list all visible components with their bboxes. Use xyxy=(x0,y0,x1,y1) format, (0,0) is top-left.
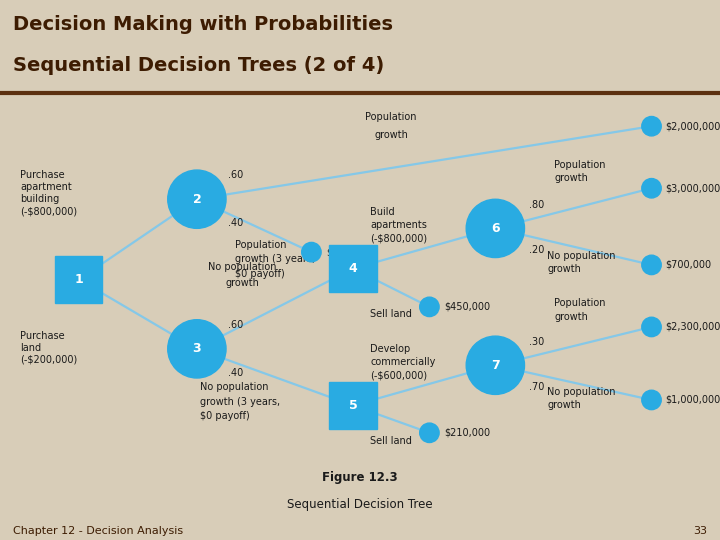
Text: growth: growth xyxy=(547,400,581,410)
Text: $450,000: $450,000 xyxy=(445,302,491,312)
Text: $3,000,000: $3,000,000 xyxy=(665,183,720,193)
Text: 2: 2 xyxy=(192,193,202,206)
Text: growth: growth xyxy=(225,278,259,288)
Text: 4: 4 xyxy=(348,262,357,275)
Text: 3: 3 xyxy=(192,342,201,355)
Ellipse shape xyxy=(642,255,661,275)
FancyBboxPatch shape xyxy=(330,382,377,429)
Text: (-$600,000): (-$600,000) xyxy=(370,371,428,381)
Text: Decision Making with Probabilities: Decision Making with Probabilities xyxy=(13,15,393,33)
FancyBboxPatch shape xyxy=(330,245,377,292)
Text: $0 payoff): $0 payoff) xyxy=(235,269,285,279)
Text: growth: growth xyxy=(554,173,588,183)
Text: 6: 6 xyxy=(491,222,500,235)
Text: 7: 7 xyxy=(491,359,500,372)
Ellipse shape xyxy=(168,320,226,378)
Text: 5: 5 xyxy=(348,399,357,412)
Text: growth: growth xyxy=(554,312,588,322)
Ellipse shape xyxy=(420,297,439,316)
Ellipse shape xyxy=(642,390,661,410)
Text: .20: .20 xyxy=(528,245,544,255)
Text: .40: .40 xyxy=(228,368,243,377)
Text: $700,000: $700,000 xyxy=(665,260,711,270)
Text: .70: .70 xyxy=(528,382,544,392)
Text: (-$800,000): (-$800,000) xyxy=(370,234,428,244)
Text: .80: .80 xyxy=(528,200,544,210)
Text: Sell land: Sell land xyxy=(370,309,413,319)
Text: Sequential Decision Trees (2 of 4): Sequential Decision Trees (2 of 4) xyxy=(13,57,384,76)
Text: Figure 12.3: Figure 12.3 xyxy=(322,471,398,484)
Text: $225,000: $225,000 xyxy=(327,247,373,257)
Text: .60: .60 xyxy=(228,320,243,330)
Text: 1: 1 xyxy=(75,273,84,286)
Text: $0 payoff): $0 payoff) xyxy=(200,411,250,421)
Text: No population: No population xyxy=(547,251,616,261)
Ellipse shape xyxy=(642,179,661,198)
Text: No population: No population xyxy=(208,262,276,272)
Text: Sequential Decision Tree: Sequential Decision Tree xyxy=(287,498,433,511)
Text: Population: Population xyxy=(235,240,287,250)
Text: $2,000,000: $2,000,000 xyxy=(665,121,720,131)
Text: growth: growth xyxy=(547,264,581,274)
Ellipse shape xyxy=(466,199,524,258)
Text: Chapter 12 - Decision Analysis: Chapter 12 - Decision Analysis xyxy=(13,525,183,536)
Ellipse shape xyxy=(168,170,226,228)
Text: Sell land: Sell land xyxy=(370,436,413,446)
Text: 33: 33 xyxy=(693,525,707,536)
Text: .60: .60 xyxy=(228,171,243,180)
Text: Purchase
land
(-$200,000): Purchase land (-$200,000) xyxy=(20,330,77,365)
Text: No population: No population xyxy=(200,382,269,392)
FancyBboxPatch shape xyxy=(55,256,102,303)
Text: growth (3 years,: growth (3 years, xyxy=(200,397,281,407)
Text: $1,000,000: $1,000,000 xyxy=(665,395,720,405)
Ellipse shape xyxy=(466,336,524,394)
Text: Purchase
apartment
building
(-$800,000): Purchase apartment building (-$800,000) xyxy=(20,170,77,216)
Text: $210,000: $210,000 xyxy=(445,428,491,438)
Text: Population: Population xyxy=(554,159,606,170)
Text: Build: Build xyxy=(370,207,395,217)
Text: Develop: Develop xyxy=(370,344,410,354)
Text: No population: No population xyxy=(547,387,616,396)
Ellipse shape xyxy=(642,317,661,336)
Text: Population: Population xyxy=(554,298,606,308)
Text: apartments: apartments xyxy=(370,220,427,231)
Text: .30: .30 xyxy=(528,336,544,347)
Ellipse shape xyxy=(420,423,439,442)
Text: .40: .40 xyxy=(228,218,243,228)
Ellipse shape xyxy=(302,242,321,262)
Text: growth: growth xyxy=(374,130,408,140)
Ellipse shape xyxy=(642,117,661,136)
Text: growth (3 years,: growth (3 years, xyxy=(235,254,315,265)
Text: commercially: commercially xyxy=(370,357,436,367)
Text: $2,300,000: $2,300,000 xyxy=(665,322,720,332)
Text: Population: Population xyxy=(366,112,417,122)
